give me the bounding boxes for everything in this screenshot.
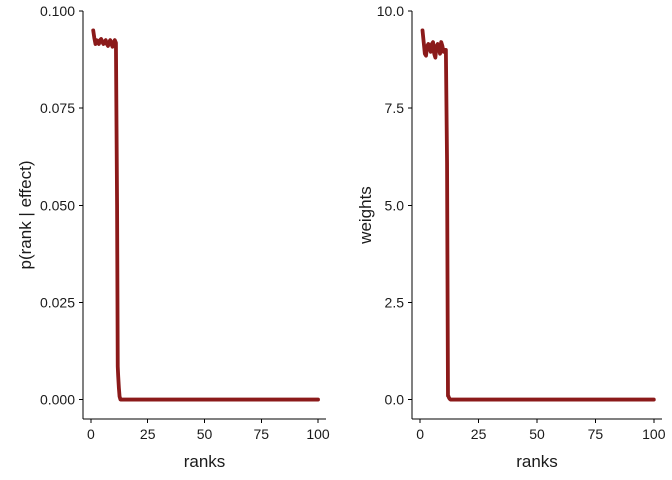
x-axis-title: ranks [516, 452, 558, 471]
y-tick-label: 10.0 [377, 3, 404, 19]
y-axis-title: p(rank | effect) [16, 161, 35, 270]
y-tick-label: 0.000 [40, 392, 75, 408]
x-tick-label: 0 [416, 426, 424, 442]
series-line [420, 28, 656, 402]
x-tick-label: 75 [253, 426, 269, 442]
y-tick-label: 0.100 [40, 3, 75, 19]
x-tick-label: 75 [588, 426, 604, 442]
x-tick-label: 100 [306, 426, 330, 442]
y-tick-label: 0.0 [385, 392, 405, 408]
x-tick-label: 0 [87, 426, 95, 442]
x-tick-label: 25 [140, 426, 156, 442]
x-tick-label: 50 [197, 426, 213, 442]
panel-1: 0.000 0.025 0.050 0.075 0.100 0 25 50 75 100 ranks… [16, 3, 330, 471]
x-tick-label: 50 [529, 426, 545, 442]
y-tick-label: 0.075 [40, 100, 75, 116]
x-axis-title: ranks [184, 452, 226, 471]
y-tick-label: 7.5 [385, 100, 405, 116]
x-tick-label: 100 [642, 426, 666, 442]
y-axis-title: weights [356, 186, 375, 245]
x-tick-label: 25 [471, 426, 487, 442]
series-line [91, 28, 320, 402]
panel-2: 0.0 2.5 5.0 7.5 10.0 0 25 50 75 100 ranks weights [356, 3, 666, 471]
y-tick-label: 2.5 [385, 294, 405, 310]
y-tick-label: 5.0 [385, 197, 405, 213]
y-tick-label: 0.050 [40, 197, 75, 213]
y-tick-label: 0.025 [40, 294, 75, 310]
